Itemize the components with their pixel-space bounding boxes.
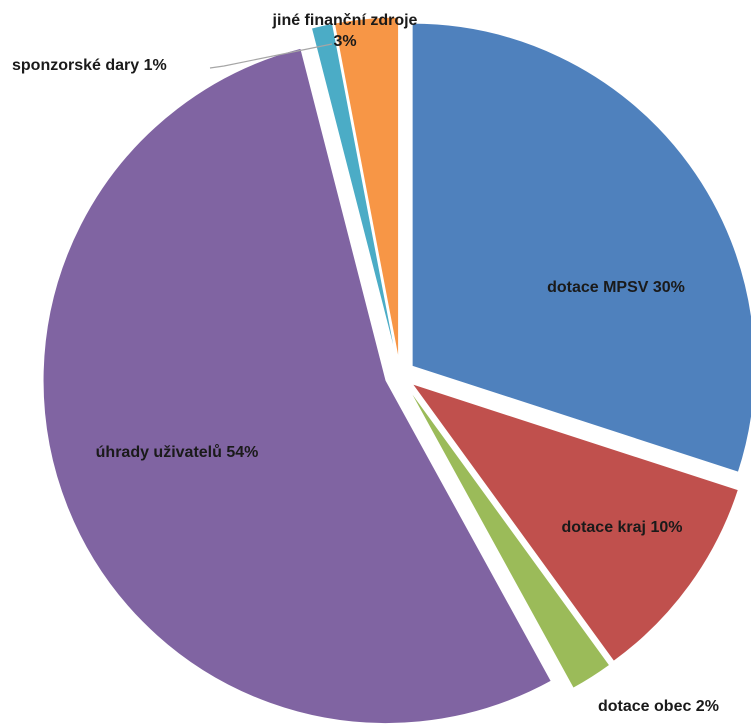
data-label-dotace-obec: dotace obec 2% [598, 698, 719, 715]
pie-slices [42, 16, 751, 724]
data-label-úhrady-uživatelů: úhrady uživatelů 54% [96, 444, 259, 461]
data-label-sponzorské-dary: sponzorské dary 1% [12, 57, 167, 74]
data-label-name: jiné finanční zdroje [272, 12, 418, 29]
slice-úhrady-uživatelů [42, 47, 552, 724]
data-labels: dotace MPSV 30% dotace kraj 10% dotace obe… [12, 12, 719, 715]
data-label-dotace-mpsv: dotace MPSV 30% [547, 279, 685, 296]
slice-dotace-kraj [410, 382, 739, 663]
leader-lines [209, 43, 333, 69]
data-label-dotace-kraj: dotace kraj 10% [562, 519, 683, 536]
leader-line [209, 43, 333, 69]
slice-sponzorské-dary [310, 22, 398, 361]
slice-dotace-obec [407, 387, 611, 689]
slice-jiné-finanční-zdroje [333, 16, 400, 361]
data-label-value: 3% [333, 33, 356, 50]
data-label-jiné-finanční-zdroje: jiné finanční zdroje 3% [272, 12, 418, 50]
slice-dotace-mpsv [411, 22, 751, 473]
